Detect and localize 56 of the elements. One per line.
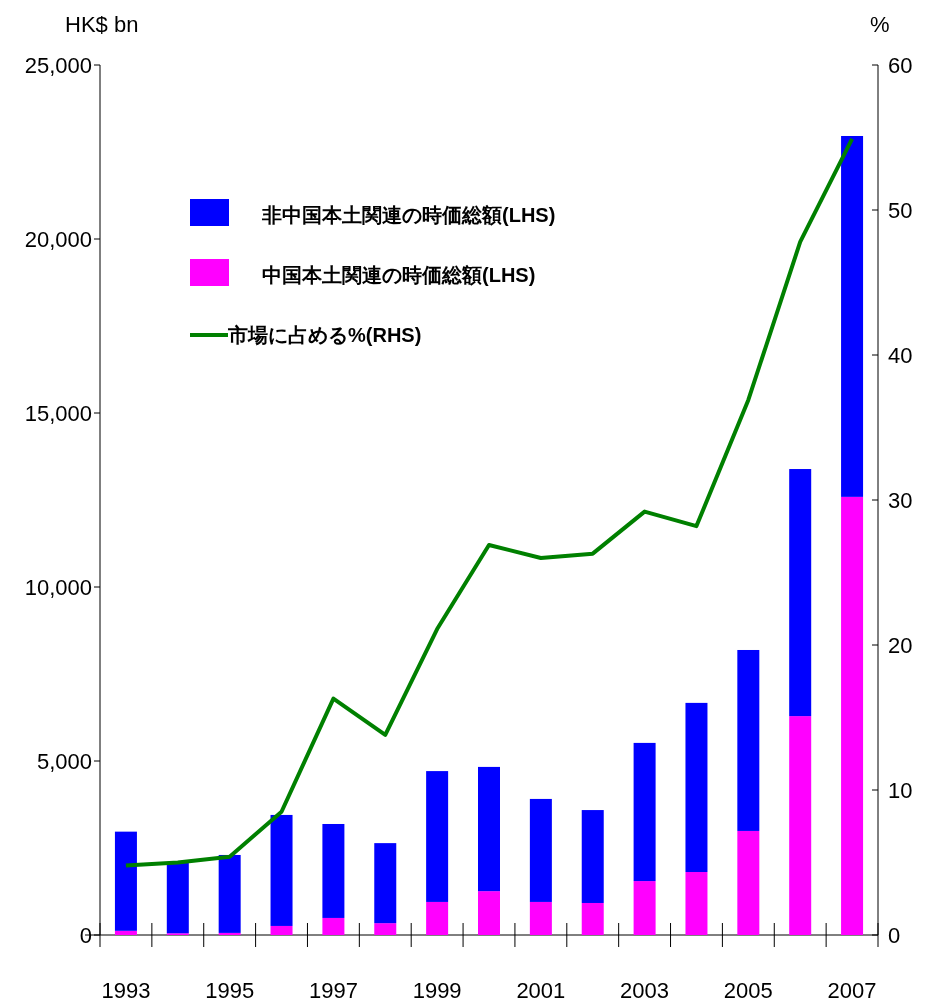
bar (737, 649, 760, 831)
bar (114, 831, 137, 931)
bar (685, 872, 708, 935)
bar (218, 932, 241, 935)
y-tick-label: 0 (79, 923, 92, 948)
bar (270, 925, 293, 935)
y2-tick-label: 50 (888, 198, 913, 223)
y2-tick-label: 20 (888, 633, 913, 658)
bar (789, 469, 812, 717)
bar (426, 771, 449, 902)
y2-tick-label: 10 (888, 778, 913, 803)
bar (114, 930, 137, 935)
bar (581, 902, 604, 935)
y-tick-label: 25,000 (24, 53, 92, 78)
y2-tick-label: 30 (888, 488, 913, 513)
bar (374, 843, 397, 924)
bar (685, 702, 708, 873)
bar (426, 901, 449, 935)
bar (270, 814, 293, 926)
y-tick-label: 10,000 (24, 575, 92, 600)
bar (322, 917, 345, 935)
y2-tick-label: 0 (888, 923, 901, 948)
legend-label: 市場に占める%(RHS) (227, 324, 422, 346)
bar (633, 742, 656, 882)
bar (633, 881, 656, 935)
y-tick-label: 20,000 (24, 227, 92, 252)
bar (374, 923, 397, 935)
bar (529, 901, 552, 935)
bar (841, 135, 864, 497)
bar (789, 716, 812, 935)
bar (478, 891, 500, 935)
x-tick-label: 1993 (101, 978, 151, 1002)
bar (581, 810, 604, 903)
bar (166, 861, 189, 934)
bar (478, 766, 500, 892)
bar (322, 823, 345, 918)
x-tick-label: 2005 (723, 978, 773, 1002)
y-tick-label: 15,000 (24, 401, 92, 426)
bar (841, 496, 864, 935)
y2-tick-label: 40 (888, 343, 913, 368)
y-tick-label: 5,000 (36, 749, 92, 774)
y2-axis-title: % (870, 12, 890, 37)
x-tick-label: 1997 (308, 978, 358, 1002)
x-tick-label: 1995 (205, 978, 255, 1002)
y-axis-title: HK$ bn (65, 12, 139, 37)
legend-label: 非中国本土関連の時価総額(LHS) (261, 204, 556, 226)
x-tick-label: 2003 (620, 978, 670, 1002)
bar (529, 798, 552, 902)
bar (218, 854, 241, 933)
y2-tick-label: 60 (888, 53, 913, 78)
line-series (123, 136, 855, 868)
x-tick-label: 1999 (412, 978, 462, 1002)
legend-label: 中国本土関連の時価総額(LHS) (262, 264, 536, 286)
x-tick-label: 2007 (827, 978, 877, 1002)
x-tick-label: 2001 (516, 978, 566, 1002)
bar (737, 830, 760, 935)
